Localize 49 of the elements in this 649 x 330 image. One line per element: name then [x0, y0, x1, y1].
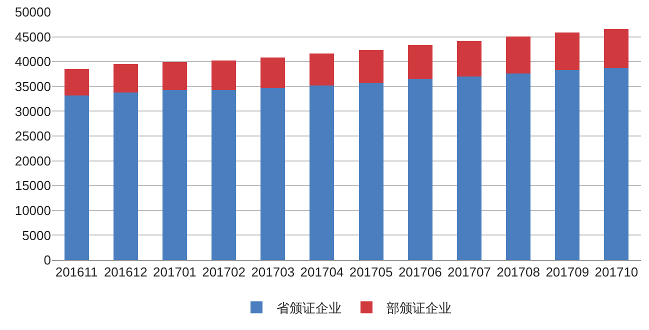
bar [64, 69, 89, 96]
bar [456, 40, 482, 76]
bar [604, 68, 629, 260]
bar [408, 78, 432, 260]
x-tick-label: 201708 [496, 264, 540, 280]
y-tick-label: 5000 [22, 228, 51, 243]
bar [408, 45, 432, 79]
y-tick-label: 45000 [14, 29, 51, 44]
bar [456, 76, 482, 260]
y-tick-label: 35000 [14, 78, 51, 94]
y-tick-label: 30000 [14, 104, 51, 119]
bar [506, 74, 531, 260]
bar [604, 28, 629, 68]
x-tick-label: 201702 [202, 264, 246, 280]
bar [113, 92, 138, 260]
x-tick-label: 201707 [448, 264, 491, 280]
y-tick-label: 25000 [14, 128, 51, 144]
bar [310, 85, 334, 260]
x-tick-label: 201710 [594, 264, 638, 280]
bar [162, 62, 187, 90]
y-tick-label: 40000 [14, 54, 51, 70]
bar [212, 90, 236, 260]
x-tick-label: 201705 [349, 264, 393, 280]
bar [260, 88, 286, 260]
y-tick-label: 0 [44, 252, 51, 268]
bar [64, 95, 89, 260]
legend-label: 省颁证企业 [276, 301, 342, 316]
legend-label: 部颁证企业 [386, 301, 452, 316]
x-tick-label: 201706 [398, 264, 442, 280]
x-tick-label: 201701 [153, 264, 196, 280]
y-tick-label: 15000 [14, 178, 51, 194]
x-tick-label: 201611 [55, 264, 98, 280]
y-tick-label: 10000 [14, 202, 51, 218]
x-tick-label: 201612 [104, 264, 148, 280]
bar [506, 36, 531, 74]
bar [310, 54, 334, 86]
bar [113, 64, 138, 92]
x-tick-label: 201709 [546, 264, 590, 280]
bar [260, 58, 286, 88]
bar [162, 90, 187, 260]
bar [212, 60, 236, 90]
y-tick-label: 50000 [14, 4, 51, 20]
x-tick-label: 201703 [251, 264, 295, 280]
bar [358, 50, 384, 83]
bar [358, 82, 384, 260]
x-tick-label: 201704 [300, 264, 344, 280]
y-tick-label: 20000 [14, 153, 51, 168]
bar [555, 70, 580, 260]
bar [555, 32, 580, 70]
